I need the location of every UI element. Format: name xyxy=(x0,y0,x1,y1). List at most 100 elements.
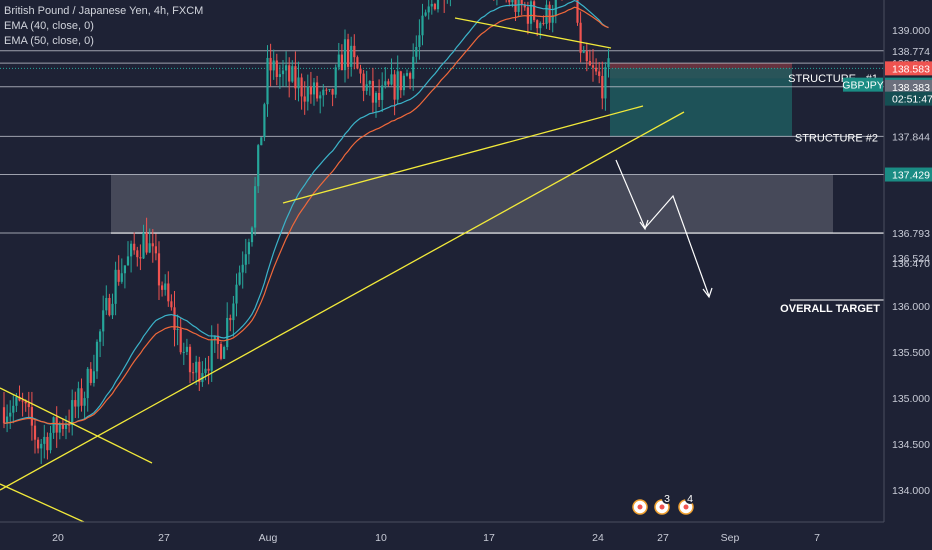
candle-71 xyxy=(223,345,226,360)
date-tick-8: 7 xyxy=(814,532,820,544)
candle-45 xyxy=(142,224,145,259)
candle-body xyxy=(179,328,182,353)
candle-36 xyxy=(114,261,117,316)
candle-body xyxy=(167,283,170,302)
candle-126 xyxy=(393,70,396,116)
candle-63 xyxy=(198,356,201,392)
candle-0 xyxy=(2,391,6,429)
candle-body xyxy=(154,246,157,254)
candle-43 xyxy=(136,246,139,267)
date-tick-2: Aug xyxy=(259,532,278,544)
price-tick-134-000: 134.000 xyxy=(892,485,930,497)
candle-163 xyxy=(508,0,511,7)
candle-130 xyxy=(405,69,409,77)
candle-83 xyxy=(260,137,263,146)
candle-165 xyxy=(514,0,517,22)
projection-path xyxy=(615,159,710,297)
chart-legend: British Pound / Japanese Yen, 4h, FXCM E… xyxy=(4,4,203,49)
candle-59 xyxy=(185,338,188,356)
price-tick-139-000: 139.000 xyxy=(892,25,930,37)
candle-body xyxy=(322,89,325,96)
candle-134 xyxy=(418,19,421,60)
candle-95 xyxy=(297,61,300,102)
candle-body xyxy=(145,232,148,253)
candle-28 xyxy=(89,362,92,386)
trendline-lower-left xyxy=(0,483,85,523)
candle-79 xyxy=(247,238,250,265)
countdown-text: 02:51:47 xyxy=(892,94,932,106)
price-tag-5: 138.383 xyxy=(892,82,930,94)
candle-6 xyxy=(21,392,24,417)
candle-body xyxy=(579,22,582,53)
candle-106 xyxy=(331,88,334,107)
candle-body xyxy=(368,80,371,85)
candle-body xyxy=(396,71,399,100)
candle-body xyxy=(539,22,542,29)
candle-139 xyxy=(433,2,436,11)
candle-40 xyxy=(126,241,130,266)
candle-118 xyxy=(368,80,371,96)
candle-180 xyxy=(561,0,563,1)
candle-body xyxy=(551,15,554,23)
candle-body xyxy=(294,66,297,89)
candle-body xyxy=(533,1,536,21)
candle-body xyxy=(554,0,557,16)
candle-body xyxy=(213,335,216,341)
candle-body xyxy=(523,4,526,8)
candle-111 xyxy=(347,33,350,79)
candle-137 xyxy=(427,0,430,20)
candle-body xyxy=(306,86,309,102)
countdown-bg xyxy=(885,91,932,106)
annotation-structure-2: STRUCTURE #2 xyxy=(795,132,878,144)
candle-75 xyxy=(235,273,238,317)
candle-34 xyxy=(108,293,111,317)
candle-body xyxy=(328,88,331,90)
candle-body xyxy=(226,317,229,347)
price-tag-8: 136.793 xyxy=(892,228,930,240)
candle-body xyxy=(588,60,591,66)
candle-116 xyxy=(362,69,365,102)
event-badge-dot xyxy=(683,504,689,510)
candle-122 xyxy=(381,72,384,113)
candle-84 xyxy=(263,102,266,142)
candle-49 xyxy=(154,233,157,261)
candle-body xyxy=(43,436,46,444)
candle-3 xyxy=(12,394,15,424)
candle-110 xyxy=(343,29,347,83)
candle-44 xyxy=(139,244,142,271)
candle-81 xyxy=(254,176,257,236)
candle-188 xyxy=(585,42,588,72)
candle-body xyxy=(347,39,350,67)
ema-50-line xyxy=(3,6,609,425)
candle-90 xyxy=(281,60,285,87)
candle-19 xyxy=(61,418,64,436)
candle-body xyxy=(399,71,402,91)
candle-100 xyxy=(312,77,316,106)
candle-66 xyxy=(207,355,210,385)
candle-54 xyxy=(170,294,173,311)
candle-body xyxy=(244,254,247,265)
candle-68 xyxy=(213,335,216,353)
candle-113 xyxy=(353,34,356,70)
trendline-wedge-upper xyxy=(454,17,612,49)
trendline-downtrend xyxy=(0,387,153,464)
candle-101 xyxy=(316,75,319,102)
candle-120 xyxy=(374,91,378,118)
candle-20 xyxy=(64,415,68,440)
projection-arrowhead-2 xyxy=(702,287,713,299)
candle-185 xyxy=(576,0,579,26)
candle-body xyxy=(9,412,12,417)
candle-25 xyxy=(80,378,83,412)
candle-58 xyxy=(182,342,185,365)
candle-52 xyxy=(164,274,167,296)
price-tag-1: 138.774 xyxy=(892,46,930,58)
candle-13 xyxy=(43,424,46,459)
candle-10 xyxy=(33,420,37,454)
candle-body xyxy=(371,80,374,103)
candle-body xyxy=(188,346,192,373)
candle-64 xyxy=(201,361,204,387)
candle-body xyxy=(114,269,117,304)
candle-47 xyxy=(148,228,151,254)
